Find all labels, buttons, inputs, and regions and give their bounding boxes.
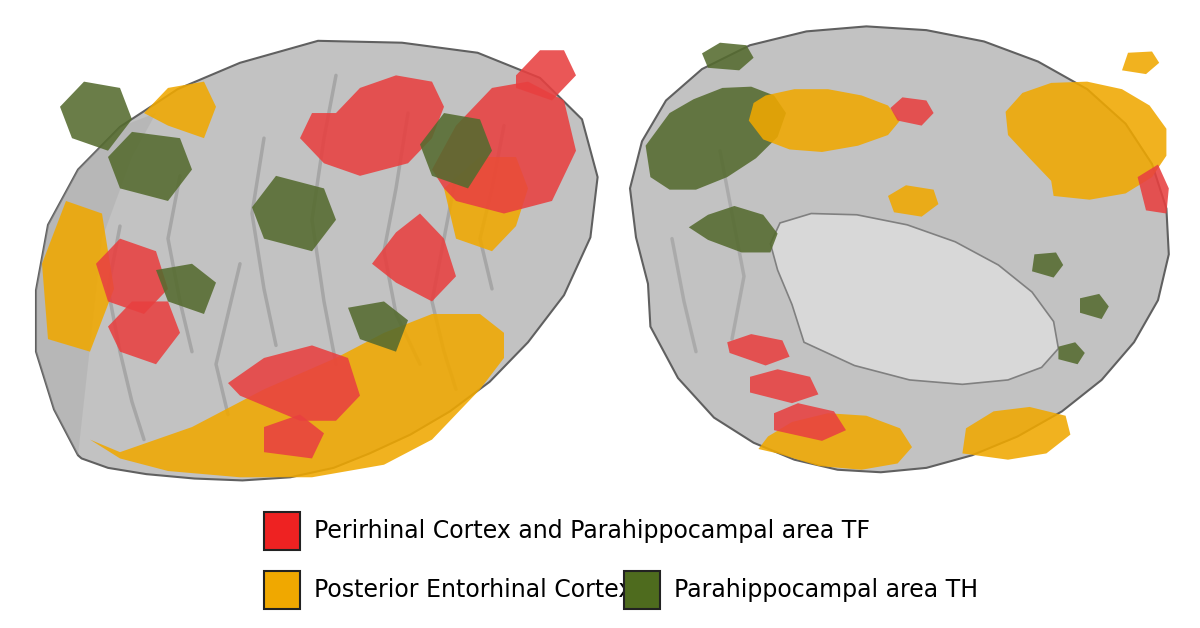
Polygon shape (60, 82, 132, 151)
Polygon shape (1058, 342, 1085, 364)
Polygon shape (1080, 294, 1109, 319)
Polygon shape (42, 201, 114, 352)
Polygon shape (300, 75, 444, 176)
Polygon shape (749, 89, 900, 152)
Polygon shape (888, 185, 938, 217)
Polygon shape (1006, 82, 1166, 200)
Polygon shape (252, 176, 336, 251)
Text: Parahippocampal area TH: Parahippocampal area TH (674, 578, 978, 602)
Text: Perirhinal Cortex and Parahippocampal area TF: Perirhinal Cortex and Parahippocampal ar… (314, 519, 870, 543)
Polygon shape (444, 157, 528, 251)
Polygon shape (36, 41, 598, 480)
FancyBboxPatch shape (264, 571, 300, 609)
Polygon shape (108, 301, 180, 364)
Polygon shape (108, 132, 192, 201)
Polygon shape (432, 82, 576, 214)
Polygon shape (1138, 165, 1169, 214)
Polygon shape (516, 50, 576, 100)
FancyBboxPatch shape (264, 512, 300, 550)
Polygon shape (90, 314, 504, 477)
Polygon shape (770, 214, 1058, 384)
Text: Posterior Entorhinal Cortex: Posterior Entorhinal Cortex (314, 578, 632, 602)
Polygon shape (727, 334, 790, 365)
Polygon shape (689, 206, 778, 252)
Polygon shape (646, 87, 786, 190)
Polygon shape (962, 407, 1070, 460)
Polygon shape (420, 113, 492, 188)
Polygon shape (264, 414, 324, 458)
Polygon shape (702, 43, 754, 70)
Polygon shape (228, 345, 360, 421)
Polygon shape (774, 403, 846, 441)
Polygon shape (348, 301, 408, 352)
Polygon shape (1032, 252, 1063, 278)
Polygon shape (144, 82, 216, 138)
Polygon shape (890, 97, 934, 126)
FancyBboxPatch shape (624, 571, 660, 609)
Polygon shape (750, 369, 818, 403)
Polygon shape (630, 26, 1169, 472)
Polygon shape (758, 413, 912, 470)
Polygon shape (96, 239, 168, 314)
Polygon shape (36, 113, 156, 455)
Polygon shape (372, 214, 456, 301)
Polygon shape (156, 264, 216, 314)
Polygon shape (1122, 51, 1159, 74)
